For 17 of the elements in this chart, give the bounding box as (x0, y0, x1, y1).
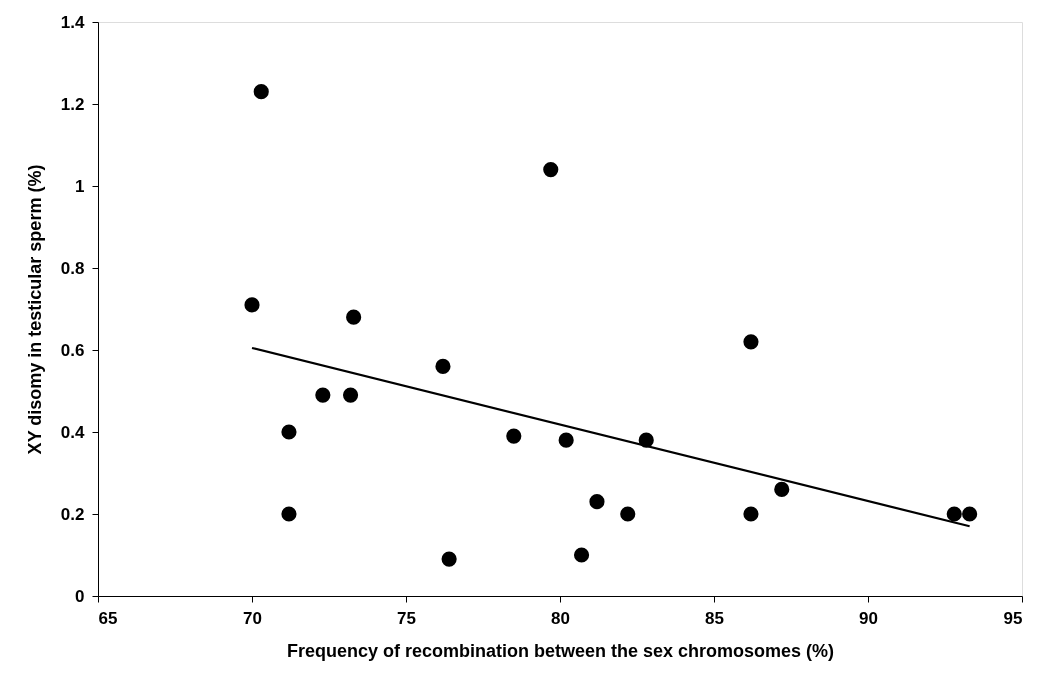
x-tick-label: 80 (551, 608, 570, 628)
x-tick-label: 85 (705, 608, 724, 628)
y-tick-label: 1 (75, 176, 85, 196)
y-tick-label: 0.6 (60, 340, 85, 360)
y-tick-label: 1.4 (60, 12, 86, 32)
x-axis-title: Frequency of recombination between the sex chromosomes (%) (286, 640, 835, 661)
y-tick-label: 0 (75, 586, 85, 606)
y-tick-label: 1.2 (60, 94, 85, 114)
x-tick-label: 75 (397, 608, 416, 628)
x-tick-label: 90 (859, 608, 878, 628)
y-tick-label: 0.2 (60, 504, 85, 524)
y-tick-label: 0.8 (60, 258, 85, 278)
y-axis-title: XY disomy in testicular sperm (%) (24, 164, 45, 455)
x-tick-label: 65 (98, 608, 118, 628)
y-tick-label: 0.4 (60, 422, 86, 442)
x-tick-label: 95 (1003, 608, 1023, 628)
x-tick-label: 70 (243, 608, 262, 628)
